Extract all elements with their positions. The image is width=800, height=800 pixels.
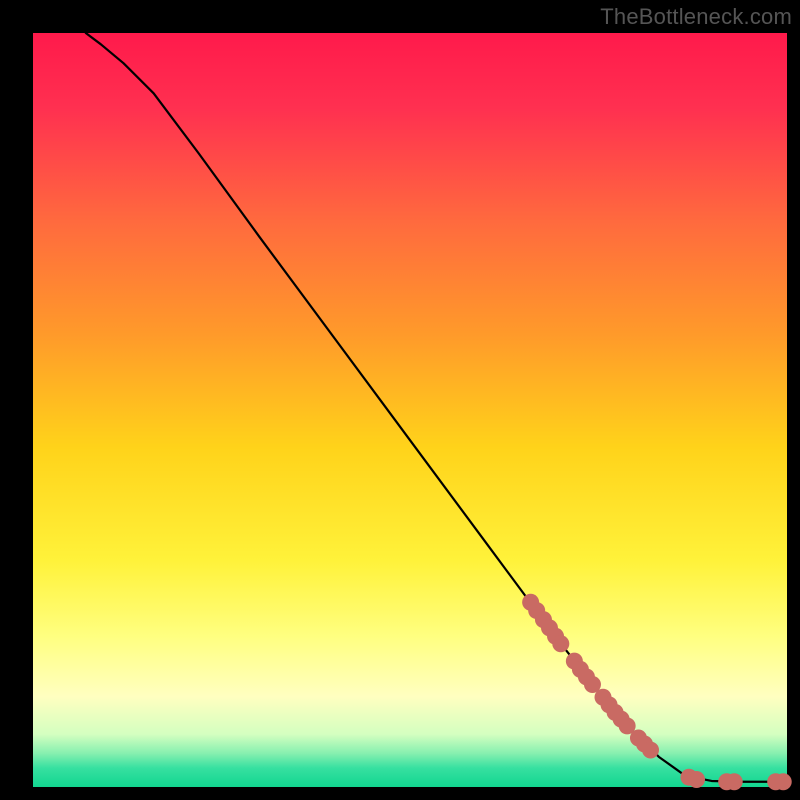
data-marker (642, 742, 659, 759)
data-marker (726, 773, 743, 790)
data-marker (688, 771, 705, 788)
chart-svg (0, 0, 800, 800)
plot-background (33, 33, 787, 787)
chart-root: TheBottleneck.com (0, 0, 800, 800)
data-marker (775, 773, 792, 790)
data-marker (552, 635, 569, 652)
watermark-text: TheBottleneck.com (600, 4, 792, 30)
